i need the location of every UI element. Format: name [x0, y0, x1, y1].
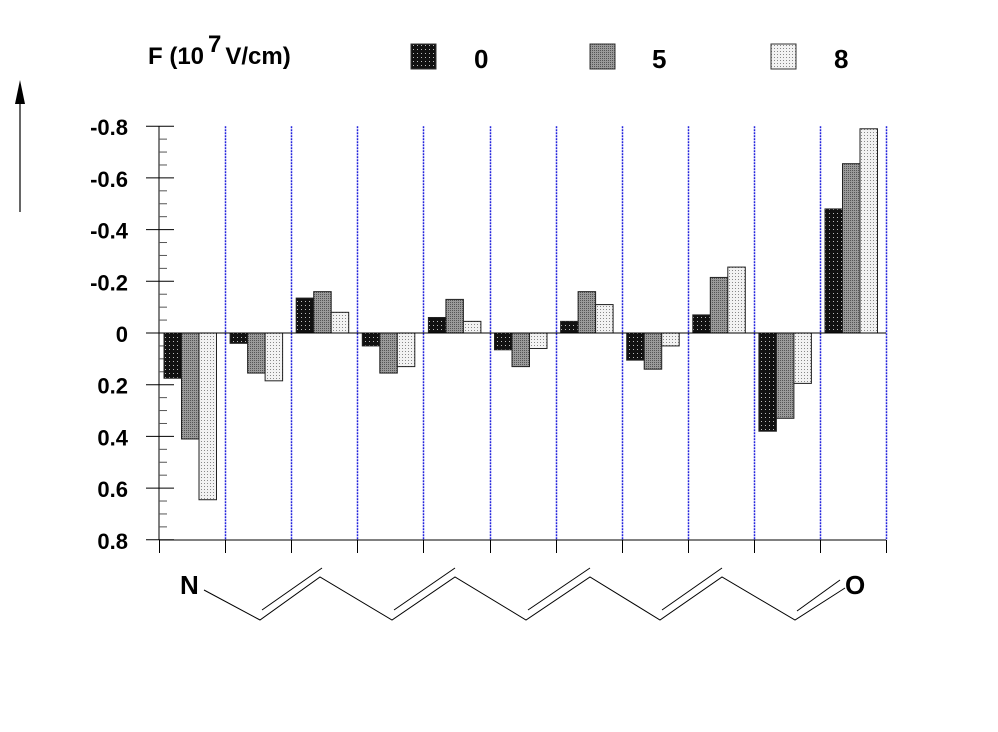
bar-series-8-group-6 — [529, 332, 548, 350]
bar-series-8-group-7 — [595, 304, 614, 334]
bar-series-8-group-10 — [793, 332, 812, 384]
y-tick-label: -0.8 — [90, 115, 128, 140]
bar-series-8-group-3 — [330, 311, 350, 334]
bar-series-8-group-1 — [198, 332, 217, 501]
legend: F (10 7 V/cm) 0 5 8 — [148, 31, 848, 74]
bar-series-8-group-5 — [462, 320, 482, 334]
y-tick-label: 0.4 — [97, 425, 128, 450]
bar-series-8-group-9 — [727, 266, 746, 334]
y-tick-label: 0 — [116, 322, 128, 347]
y-tick-label: -0.4 — [90, 219, 129, 244]
x-label-n: N — [180, 570, 199, 600]
chain-bonds — [203, 576, 846, 621]
bars — [163, 128, 878, 501]
bar-series-5-group-8 — [643, 332, 663, 370]
up-arrow-icon — [15, 80, 25, 212]
bar-series-5-group-6 — [511, 332, 530, 368]
bar-series-0-group-9 — [692, 314, 711, 334]
bar-series-0-group-7 — [560, 320, 579, 334]
bar-series-5-group-7 — [577, 291, 597, 334]
bar-series-0-group-3 — [295, 297, 315, 334]
x-label-o: O — [845, 570, 865, 600]
y-tick-label: 0.8 — [97, 529, 128, 554]
y-tick-label: 0.6 — [97, 477, 128, 502]
legend-label-5: 5 — [652, 44, 666, 74]
bar-series-5-group-4 — [379, 332, 398, 374]
bar-series-0-group-8 — [626, 332, 645, 361]
y-tick-label: 0.2 — [97, 374, 128, 399]
bar-series-0-group-1 — [163, 332, 182, 379]
bar-series-0-group-6 — [494, 332, 513, 351]
legend-swatch-5 — [589, 43, 616, 70]
bar-series-0-group-2 — [229, 332, 249, 344]
bar-series-8-group-4 — [396, 332, 416, 368]
bar-series-5-group-10 — [775, 332, 795, 419]
bar-series-8-group-2 — [264, 332, 284, 382]
bar-series-0-group-5 — [427, 316, 447, 334]
bar-series-0-group-11 — [824, 208, 843, 334]
bar-series-5-group-9 — [709, 276, 729, 334]
y-axis: -0.8 -0.6 -0.4 -0.2 0 0.2 0.4 0.6 0.8 — [90, 115, 887, 554]
molecule-diagram: N O — [180, 567, 865, 621]
bar-series-5-group-2 — [247, 332, 266, 374]
legend-title: F (10 7 V/cm) — [148, 31, 291, 70]
double-bonds — [261, 567, 841, 612]
bar-series-8-group-8 — [661, 332, 680, 347]
bar-series-5-group-1 — [181, 332, 200, 440]
legend-swatch-0 — [410, 43, 437, 70]
y-tick-label: -0.6 — [90, 167, 128, 192]
y-tick-label: -0.2 — [90, 270, 128, 295]
bar-series-5-group-5 — [445, 298, 464, 334]
bar-series-0-group-10 — [758, 332, 777, 432]
legend-label-0: 0 — [474, 44, 488, 74]
legend-swatch-8 — [770, 43, 797, 70]
bar-series-0-group-4 — [361, 332, 381, 347]
bar-series-5-group-11 — [842, 163, 861, 334]
bar-series-8-group-11 — [859, 128, 878, 334]
legend-label-8: 8 — [834, 44, 848, 74]
bar-series-5-group-3 — [313, 291, 332, 334]
